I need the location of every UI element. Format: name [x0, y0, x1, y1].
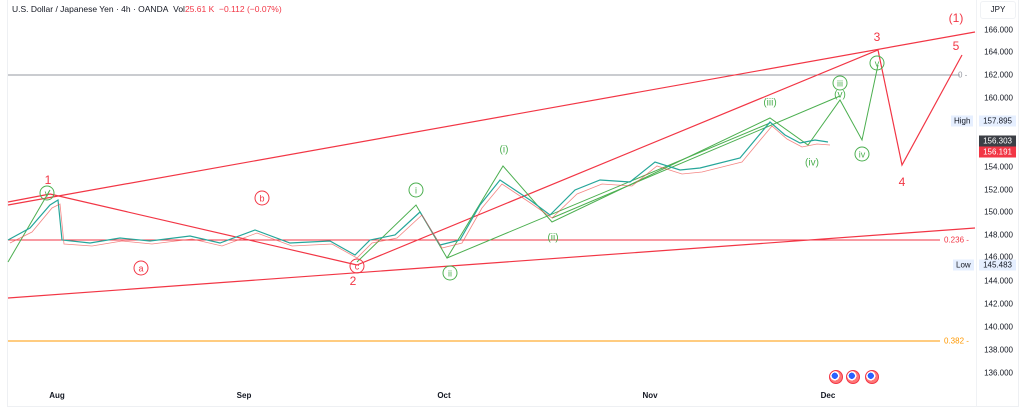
wave-label-v-circled: v — [869, 55, 885, 71]
wave-label-ii-circled: ii — [442, 265, 458, 281]
price-tick: 164.000 — [984, 47, 1013, 57]
price-tick: 154.000 — [984, 162, 1013, 172]
price-axis[interactable]: 166.000 164.000 162.000 160.000 154.000 … — [976, 0, 1019, 406]
price-candles — [7, 121, 831, 259]
time-tick-aug: Aug — [49, 391, 65, 400]
us-event-flag-icon[interactable] — [829, 370, 843, 384]
wave-label-iv-circled: iv — [854, 146, 870, 162]
volume-value: 25.61 K — [184, 4, 215, 14]
price-change: −0.112 (−0.07%) — [219, 4, 282, 14]
us-event-flag-icon[interactable] — [846, 370, 860, 384]
chart-legend: U.S. Dollar / Japanese Yen · 4h · OANDA … — [12, 4, 282, 14]
price-tick: 166.000 — [984, 25, 1013, 35]
wave-label-i-circled: i — [408, 182, 424, 198]
low-value: 145.483 — [979, 259, 1016, 271]
wave-label-c: c — [349, 258, 365, 274]
price-tick: 160.000 — [984, 93, 1013, 103]
fib-0-label: 0 - — [958, 70, 968, 80]
wave-label-2: 2 — [349, 274, 357, 288]
minor-wave-lines — [7, 64, 879, 263]
symbol-title[interactable]: U.S. Dollar / Japanese Yen · 4h · OANDA — [12, 4, 169, 14]
wave-label-iv-paren: (iv) — [805, 157, 819, 169]
wave-label-v-paren: (v) — [834, 89, 846, 101]
fib-0236-label: 0.236 - — [944, 235, 969, 245]
price-tick: 136.000 — [984, 368, 1013, 378]
wave-label-iii-paren: (iii) — [763, 97, 777, 109]
time-tick-sep: Sep — [236, 391, 252, 400]
high-label: High — [951, 115, 974, 127]
chart-frame — [7, 0, 1019, 407]
high-value: 157.895 — [979, 115, 1016, 127]
primary-wave-lines — [7, 31, 976, 299]
price-tick: 138.000 — [984, 345, 1013, 355]
wave-label-1-paren: (1) — [948, 11, 964, 25]
wave-label-1: 1 — [44, 173, 52, 187]
wave-label-3: 3 — [873, 30, 881, 44]
wave-label-4: 4 — [898, 175, 906, 189]
wave-label-i-paren: (i) — [499, 144, 509, 156]
fib-0382-label: 0.382 - — [944, 336, 969, 346]
wave-label-a: a — [133, 260, 149, 276]
low-label: Low — [953, 259, 974, 271]
last-price-tag: 156.303 — [979, 135, 1016, 147]
currency-button[interactable]: JPY — [980, 1, 1016, 19]
time-tick-oct: Oct — [437, 391, 451, 400]
price-tick: 144.000 — [984, 276, 1013, 286]
volume-label: Vol — [173, 4, 185, 14]
us-event-flag-icon[interactable] — [865, 370, 879, 384]
current-price-tag: 156.191 — [979, 146, 1016, 158]
price-tick: 140.000 — [984, 322, 1013, 332]
price-tick: 148.000 — [984, 230, 1013, 240]
price-tick: 162.000 — [984, 70, 1013, 80]
price-tick: 152.000 — [984, 185, 1013, 195]
price-tick: 142.000 — [984, 299, 1013, 309]
wave-label-b: b — [254, 190, 270, 206]
wave-label-early-v: v — [39, 185, 55, 201]
chart-canvas[interactable] — [0, 0, 976, 390]
price-tick: 146.000 — [984, 252, 1013, 262]
wave-label-ii-paren: (ii) — [547, 232, 559, 244]
wave-label-5: 5 — [952, 39, 960, 53]
time-tick-nov: Nov — [642, 391, 658, 400]
wave-label-iii-circled: iii — [832, 75, 848, 91]
price-tick: 150.000 — [984, 207, 1013, 217]
time-tick-dec: Dec — [820, 391, 836, 400]
